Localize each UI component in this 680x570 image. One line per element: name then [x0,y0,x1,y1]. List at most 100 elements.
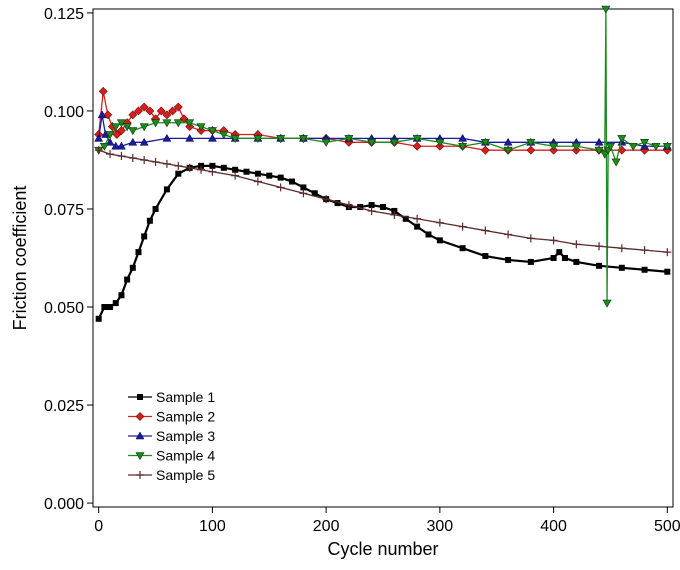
data-point [145,106,155,116]
data-point [139,123,149,132]
data-point [152,205,159,212]
legend-marker [136,471,144,479]
data-point [480,145,490,155]
data-point [230,135,240,144]
data-point [571,142,581,151]
data-point [436,237,443,244]
data-point [128,110,138,120]
data-point [276,135,286,144]
data-point [573,258,580,265]
data-point [572,240,581,249]
data-point [99,142,109,151]
data-point [163,186,170,193]
y-axis-title: Friction coefficient [10,186,30,331]
data-point [185,163,194,172]
data-point [117,141,126,150]
data-point [208,167,217,176]
data-point [662,142,672,151]
data-point [618,264,625,271]
data-point [277,174,284,181]
data-point [651,142,661,151]
legend-marker [135,412,145,421]
legend-item: Sample 5 [128,467,215,483]
data-point [106,150,115,159]
data-point [595,242,604,251]
data-point [220,164,227,171]
data-point [368,202,375,209]
data-point [128,137,138,146]
legend-item: Sample 1 [128,389,215,405]
legend-marker [135,431,145,440]
legend-marker [135,452,145,461]
data-point [98,86,108,96]
y-tick-label: 0.000 [44,496,84,513]
data-point [156,106,166,116]
legend-marker [137,394,143,400]
y-tick-label: 0.075 [44,202,84,219]
legend-label: Sample 4 [156,448,215,464]
legend-label: Sample 1 [156,389,215,405]
data-point [481,226,490,235]
data-point [185,133,195,142]
data-point [162,119,172,128]
data-point [505,256,512,263]
data-point [174,161,183,170]
data-point [209,162,216,169]
data-point [482,253,489,260]
series-line [98,8,668,304]
data-point [321,139,331,147]
data-point [266,172,273,179]
data-point [128,154,137,163]
data-point [311,190,318,197]
data-point [196,123,206,132]
data-point [412,135,422,144]
data-point [402,215,409,222]
data-point [162,159,171,168]
data-point [134,106,143,116]
data-point [550,255,557,261]
data-point [116,119,126,128]
data-point [458,222,467,231]
data-point [663,248,672,257]
data-point [101,304,108,311]
data-point [219,131,229,140]
series-4 [94,5,672,308]
data-point [140,155,149,164]
data-point [526,139,536,147]
legend-label: Sample 5 [156,467,215,483]
data-point [458,142,468,151]
data-point [151,119,161,128]
data-point [664,268,671,275]
data-point [111,141,121,150]
data-point [129,264,136,271]
x-tick-label: 400 [540,518,567,535]
data-point [414,223,421,230]
data-point [459,245,466,252]
y-tick-label: 0.050 [44,300,84,317]
data-point [425,231,432,238]
data-point [135,249,142,256]
data-point [344,201,353,210]
data-point [254,170,261,177]
data-point [435,139,445,147]
legend-item: Sample 2 [128,409,215,425]
data-point [107,304,114,311]
data-point [168,106,178,116]
data-point [503,137,513,146]
data-point [617,244,626,253]
series-1 [95,162,671,322]
data-point [300,184,307,191]
data-point [112,300,119,307]
data-point [112,130,122,139]
legend-label: Sample 3 [156,428,215,444]
legend-item: Sample 4 [128,448,215,464]
data-point [594,146,604,155]
data-point [231,171,240,180]
data-point [139,102,149,112]
data-point [503,146,513,155]
data-point [602,299,612,308]
x-tick-label: 300 [427,518,454,535]
data-point [594,137,604,146]
y-tick-label: 0.025 [44,398,84,415]
data-point [526,234,535,243]
